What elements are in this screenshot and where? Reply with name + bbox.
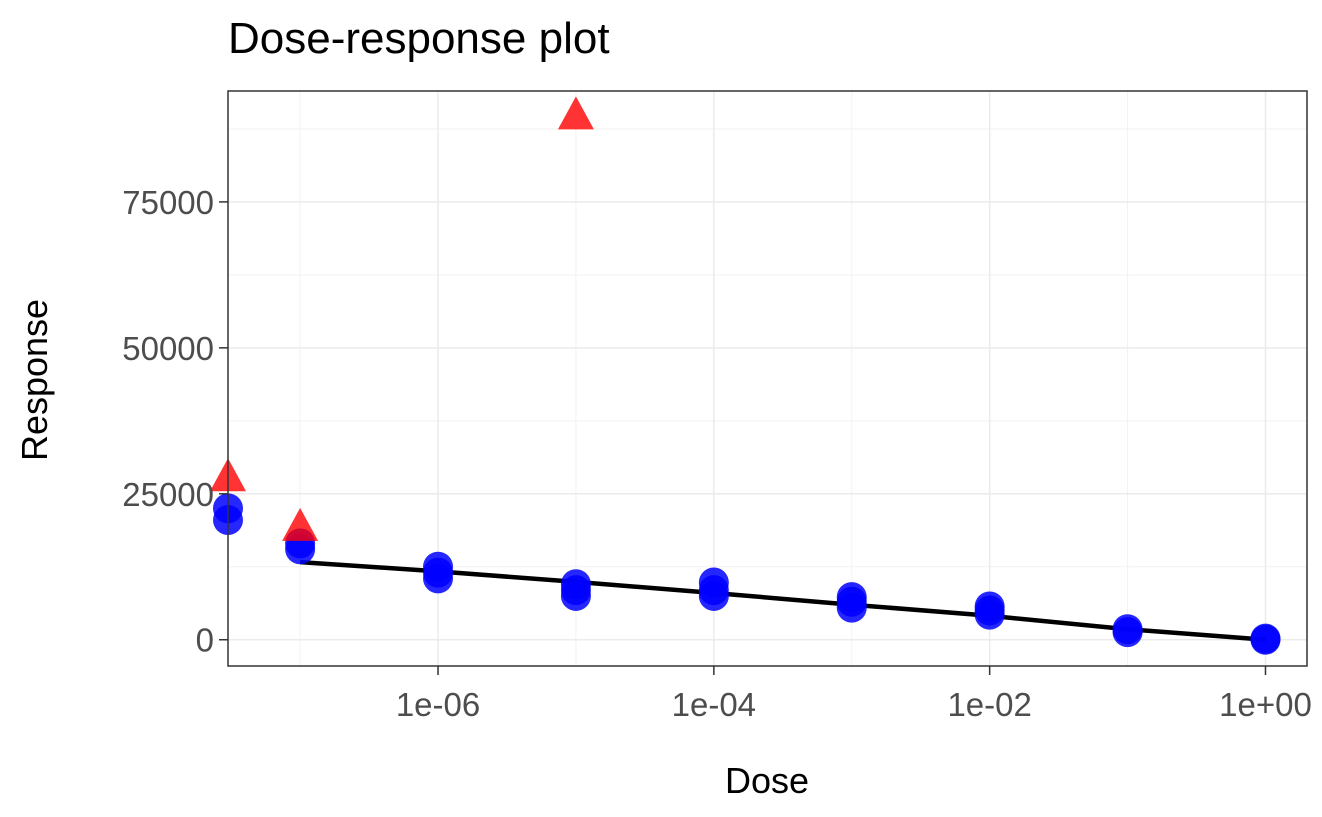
x-axis-title: Dose (725, 760, 809, 801)
y-axis-title: Response (14, 299, 55, 461)
data-point-circle (698, 567, 729, 598)
plot-area (210, 96, 1281, 655)
data-point-circle (423, 551, 454, 582)
y-tick-label: 75000 (122, 184, 214, 221)
y-tick-label: 50000 (122, 330, 214, 367)
axes: 1e-06 1e-04 1e-02 1e+00 0 25000 50000 75000 (122, 184, 1312, 723)
y-tick-label: 0 (196, 622, 214, 659)
data-point-circle (560, 569, 591, 600)
y-tick-label: 25000 (122, 476, 214, 513)
data-point-circle (1112, 614, 1143, 645)
x-tick-label: 1e-02 (947, 686, 1031, 723)
chart-title: Dose-response plot (228, 14, 610, 63)
panel-border (227, 90, 1308, 667)
data-point-triangle (282, 507, 319, 541)
grid-lines (228, 91, 1307, 666)
fit-line (299, 559, 1266, 642)
data-point-circle (974, 591, 1005, 622)
x-tick-label: 1e+00 (1219, 686, 1312, 723)
x-tick-label: 1e-06 (396, 686, 480, 723)
x-tick-label: 1e-04 (672, 686, 756, 723)
data-point-circle (836, 582, 867, 613)
data-point-circle (1250, 623, 1281, 654)
data-point-triangle (557, 96, 594, 130)
